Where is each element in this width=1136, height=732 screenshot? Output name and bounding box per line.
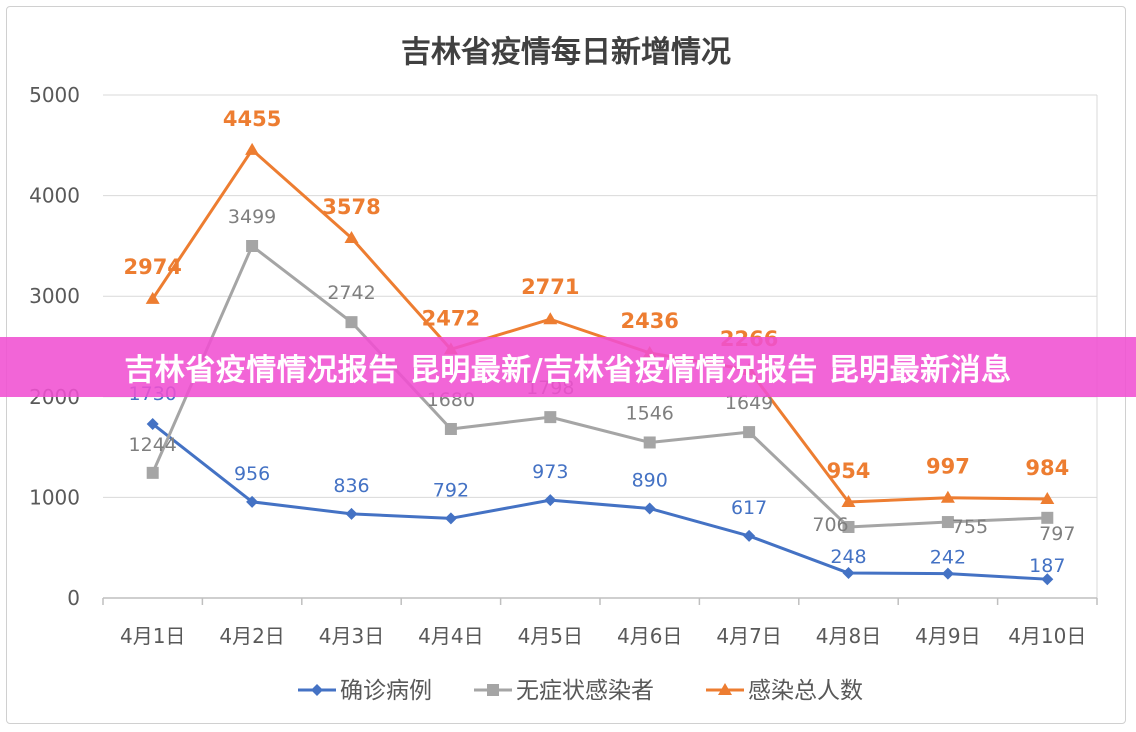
data-label: 1546 bbox=[626, 402, 674, 424]
data-label: 248 bbox=[830, 546, 866, 568]
data-point bbox=[842, 567, 855, 580]
data-point bbox=[245, 142, 260, 155]
legend: 确诊病例 无症状感染者 感染总人数 bbox=[298, 678, 863, 704]
x-tick-label: 4月4日 bbox=[418, 624, 483, 648]
data-label: 890 bbox=[632, 469, 668, 491]
chart-title: 吉林省疫情每日新增情况 bbox=[401, 35, 731, 70]
x-tick-label: 4月8日 bbox=[816, 624, 881, 648]
data-point bbox=[643, 502, 656, 515]
data-label: 4455 bbox=[223, 107, 281, 131]
legend-label: 无症状感染者 bbox=[516, 678, 654, 704]
data-label: 706 bbox=[812, 514, 848, 536]
data-label: 617 bbox=[731, 497, 767, 519]
y-tick-label: 3000 bbox=[29, 284, 80, 308]
data-point bbox=[1041, 511, 1054, 524]
x-tick-label: 4月5日 bbox=[518, 624, 583, 648]
data-point bbox=[345, 316, 358, 329]
data-point bbox=[743, 426, 756, 439]
axes: 0100020003000400050004月1日4月2日4月3日4月4日4月5… bbox=[29, 83, 1098, 648]
x-tick-label: 4月10日 bbox=[1008, 624, 1086, 648]
y-tick-label: 4000 bbox=[29, 184, 80, 208]
data-label: 242 bbox=[930, 547, 966, 569]
data-point bbox=[444, 512, 457, 525]
legend-item: 确诊病例 bbox=[298, 678, 432, 704]
legend-label: 感染总人数 bbox=[748, 678, 863, 704]
legend-item: 感染总人数 bbox=[706, 678, 863, 704]
data-point bbox=[544, 494, 557, 507]
data-point bbox=[146, 466, 159, 479]
data-point bbox=[1040, 492, 1055, 505]
data-label: 1244 bbox=[129, 434, 177, 456]
data-label: 755 bbox=[952, 516, 988, 538]
series-line bbox=[151, 148, 1048, 504]
data-point bbox=[643, 436, 656, 449]
y-tick-label: 1000 bbox=[29, 485, 80, 509]
data-point bbox=[718, 683, 732, 695]
data-label: 187 bbox=[1029, 555, 1065, 577]
x-tick-label: 4月2日 bbox=[219, 624, 284, 648]
data-point bbox=[344, 231, 359, 244]
series-layer bbox=[145, 142, 1055, 586]
title-banner: 吉林省疫情情况报告 昆明最新/吉林省疫情情况报告 昆明最新消息 bbox=[0, 337, 1136, 397]
data-label: 836 bbox=[333, 475, 369, 497]
data-point bbox=[743, 529, 756, 542]
data-point bbox=[311, 684, 323, 696]
banner-text: 吉林省疫情情况报告 昆明最新/吉林省疫情情况报告 昆明最新消息 bbox=[124, 353, 1012, 388]
data-label: 2974 bbox=[123, 255, 181, 279]
data-label: 956 bbox=[234, 463, 270, 485]
x-tick-label: 4月1日 bbox=[120, 624, 185, 648]
data-label: 973 bbox=[532, 461, 568, 483]
data-label: 792 bbox=[433, 479, 469, 501]
data-label: 2436 bbox=[620, 309, 678, 333]
data-point bbox=[544, 411, 557, 424]
data-point bbox=[543, 312, 558, 325]
data-point bbox=[487, 684, 499, 696]
data-label: 797 bbox=[1039, 523, 1075, 545]
data-point bbox=[246, 495, 259, 508]
data-label: 2742 bbox=[327, 282, 375, 304]
data-point bbox=[345, 507, 358, 520]
series-1 bbox=[146, 417, 1054, 586]
legend-item: 无症状感染者 bbox=[474, 678, 654, 704]
data-point bbox=[1041, 573, 1054, 586]
data-label: 984 bbox=[1025, 456, 1069, 480]
data-point bbox=[146, 417, 159, 430]
data-point bbox=[841, 495, 856, 508]
series-3 bbox=[145, 142, 1055, 508]
data-label: 954 bbox=[827, 459, 871, 483]
data-label: 2771 bbox=[521, 275, 579, 299]
data-point bbox=[842, 520, 855, 533]
data-label: 2472 bbox=[422, 306, 480, 330]
x-tick-label: 4月7日 bbox=[716, 624, 781, 648]
y-tick-label: 0 bbox=[67, 586, 80, 610]
x-tick-label: 4月3日 bbox=[319, 624, 384, 648]
data-point bbox=[941, 516, 954, 529]
data-point bbox=[145, 291, 160, 304]
x-tick-label: 4月6日 bbox=[617, 624, 682, 648]
data-point bbox=[940, 490, 955, 503]
data-label: 3499 bbox=[228, 206, 276, 228]
data-label: 1649 bbox=[725, 392, 773, 414]
data-point bbox=[246, 240, 259, 253]
x-tick-label: 4月9日 bbox=[915, 624, 980, 648]
y-tick-label: 5000 bbox=[29, 83, 80, 107]
data-point bbox=[941, 567, 954, 580]
series-line bbox=[151, 244, 1048, 529]
data-label: 997 bbox=[926, 455, 970, 479]
legend-label: 确诊病例 bbox=[340, 678, 432, 704]
series-2 bbox=[146, 240, 1054, 533]
series-line bbox=[151, 422, 1048, 581]
data-point bbox=[444, 422, 457, 435]
data-label: 3578 bbox=[322, 195, 380, 219]
